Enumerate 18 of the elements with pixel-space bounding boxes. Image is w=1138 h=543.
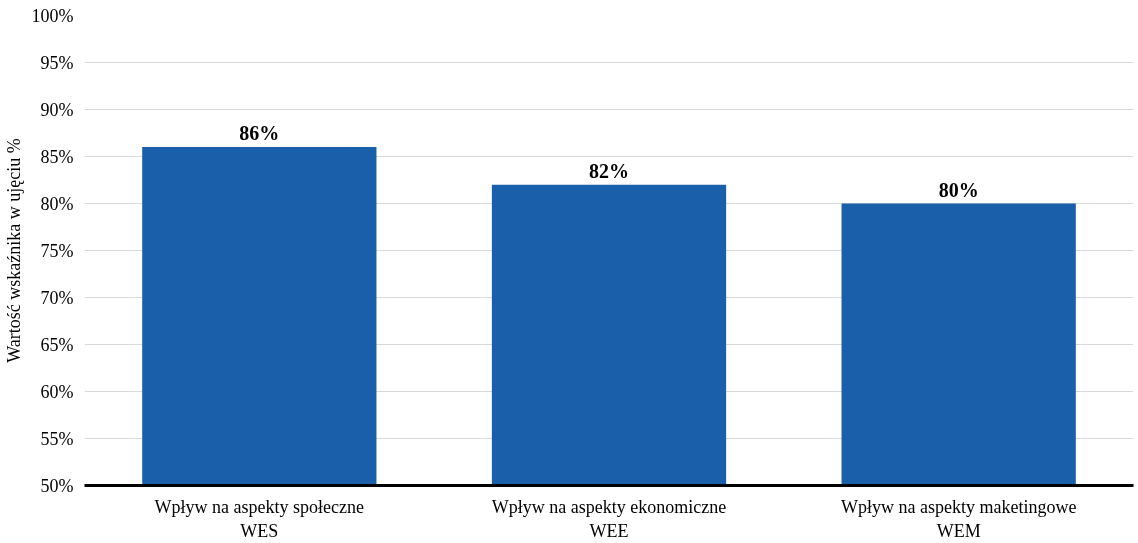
x-tick-label: Wpływ na aspekty ekonomiczne WEE bbox=[491, 496, 727, 541]
y-tick-label: 60% bbox=[40, 381, 74, 402]
y-axis-title: Wartość wskaźnika w ujęciu % bbox=[3, 138, 24, 363]
y-tick-label: 85% bbox=[40, 146, 74, 167]
y-tick-label: 100% bbox=[31, 5, 74, 26]
y-tick-label: 95% bbox=[40, 52, 74, 73]
y-tick-label: 90% bbox=[40, 99, 74, 120]
y-tick-label: 70% bbox=[40, 287, 74, 308]
y-tick-label: 55% bbox=[40, 428, 74, 449]
x-tick-label: Wpływ na aspekty maketingowe WEM bbox=[840, 496, 1077, 541]
data-label: 80% bbox=[938, 178, 979, 201]
y-tick-label: 65% bbox=[40, 334, 74, 355]
y-tick-label: 75% bbox=[40, 240, 74, 261]
y-tick-label: 50% bbox=[40, 475, 74, 496]
data-label: 82% bbox=[589, 159, 629, 182]
data-label: 86% bbox=[239, 122, 280, 145]
y-tick-label: 80% bbox=[40, 193, 74, 214]
x-tick-label: Wpływ na aspekty społeczne WES bbox=[154, 496, 365, 541]
